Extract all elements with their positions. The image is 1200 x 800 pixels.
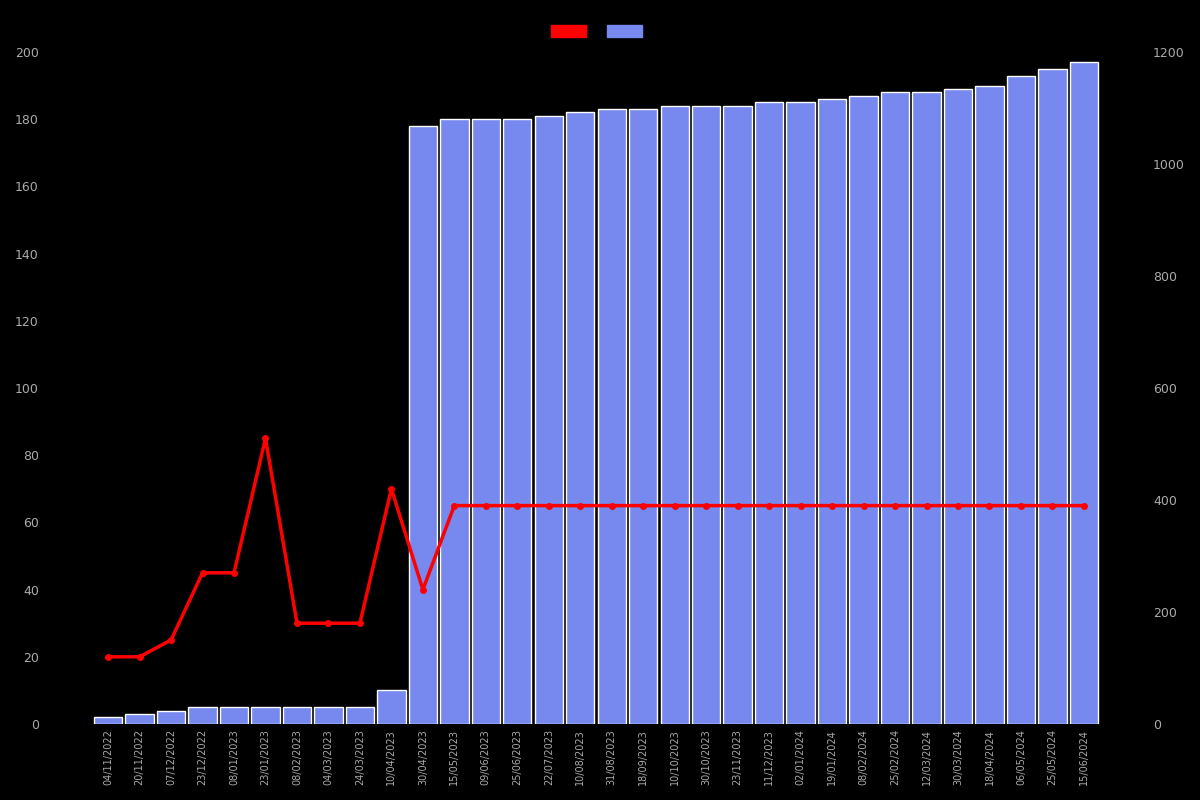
Bar bbox=[126, 714, 154, 724]
Bar bbox=[1038, 69, 1067, 724]
Bar bbox=[724, 106, 752, 724]
Bar bbox=[503, 119, 532, 724]
Bar bbox=[912, 92, 941, 724]
Bar bbox=[786, 102, 815, 724]
Bar bbox=[660, 106, 689, 724]
Bar bbox=[881, 92, 910, 724]
Bar bbox=[598, 109, 626, 724]
Bar bbox=[157, 710, 185, 724]
Bar bbox=[850, 96, 877, 724]
Bar bbox=[566, 113, 594, 724]
Bar bbox=[283, 707, 311, 724]
Legend: , : , bbox=[546, 19, 654, 44]
Bar bbox=[629, 109, 658, 724]
Bar bbox=[440, 119, 468, 724]
Bar bbox=[188, 707, 217, 724]
Bar bbox=[314, 707, 343, 724]
Bar bbox=[1069, 62, 1098, 724]
Bar bbox=[535, 116, 563, 724]
Bar bbox=[94, 718, 122, 724]
Bar bbox=[251, 707, 280, 724]
Bar bbox=[409, 126, 437, 724]
Bar bbox=[818, 99, 846, 724]
Bar bbox=[976, 86, 1003, 724]
Bar bbox=[377, 690, 406, 724]
Bar bbox=[692, 106, 720, 724]
Bar bbox=[944, 89, 972, 724]
Bar bbox=[346, 707, 374, 724]
Bar bbox=[755, 102, 784, 724]
Bar bbox=[472, 119, 500, 724]
Bar bbox=[1007, 75, 1036, 724]
Bar bbox=[220, 707, 248, 724]
